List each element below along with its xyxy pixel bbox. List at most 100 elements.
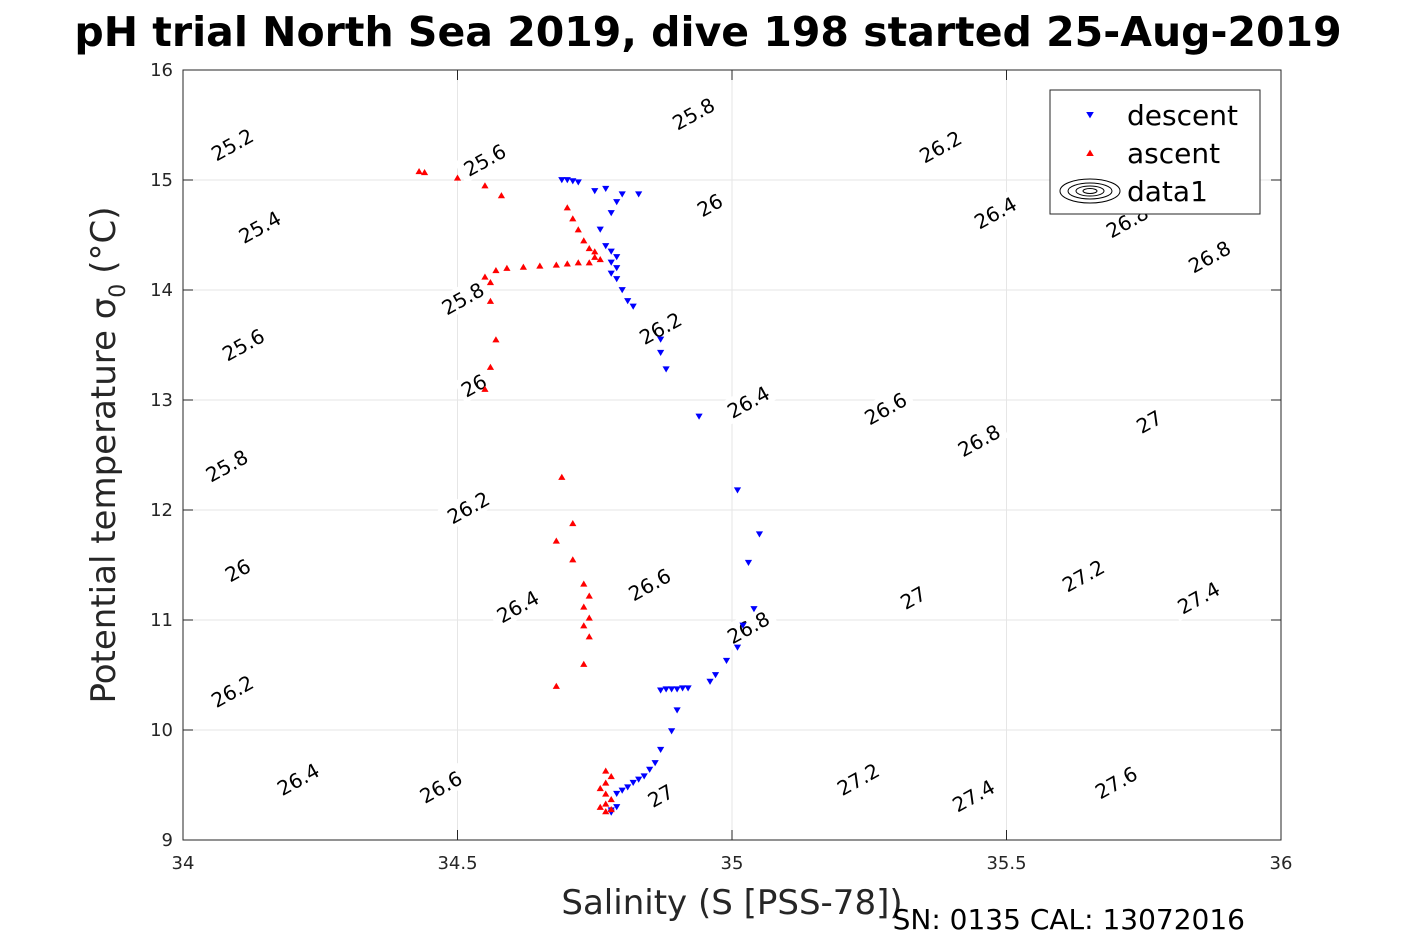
descent-point	[602, 243, 610, 250]
descent-point	[733, 487, 742, 494]
ascent-point	[607, 805, 615, 813]
descent-point	[607, 248, 615, 255]
ascent-point	[602, 767, 610, 774]
descent-point	[657, 687, 665, 694]
descent-point	[646, 766, 654, 773]
y-tick-label: 9	[162, 830, 173, 851]
descent-point	[569, 178, 577, 185]
contour-label: 26	[453, 366, 494, 404]
contour-label-background	[1167, 573, 1229, 622]
descent-point	[574, 179, 582, 186]
contour-label-background	[662, 89, 724, 138]
legend-descent-label: descent	[1127, 99, 1238, 132]
ascent-point	[569, 215, 577, 222]
contour-label-background	[827, 754, 889, 803]
descent-point	[722, 657, 731, 664]
x-tick-label: 34.5	[437, 853, 477, 874]
y-tick-label: 12	[150, 500, 173, 521]
ascent-point	[585, 592, 593, 599]
descent-point	[750, 606, 758, 613]
descent-point	[624, 298, 632, 305]
contour-label-background	[1128, 402, 1169, 440]
descent-point	[563, 177, 571, 184]
legend-contour-ring	[1067, 182, 1113, 200]
descent-point	[607, 259, 615, 266]
contour-label-background	[201, 119, 263, 168]
descent-point	[651, 760, 659, 767]
contour-label-background	[1052, 551, 1114, 600]
descent-point	[755, 531, 764, 538]
ascent-point	[596, 803, 604, 810]
descent-point	[657, 349, 665, 356]
ascent-point	[569, 556, 577, 563]
descent-point	[684, 685, 692, 692]
descent-point	[657, 336, 665, 343]
descent-point	[629, 779, 637, 787]
descent-point	[706, 678, 714, 685]
contour-label-background	[689, 186, 730, 223]
chart-title: pH trial North Sea 2019, dive 198 starte…	[74, 8, 1341, 56]
descent-point	[678, 685, 687, 692]
axis-ticks: 34 34.5 35 35.5 36 9 10 11 12 13 14 15 16	[150, 60, 1292, 874]
y-axis-label-unit: (°C)	[84, 206, 124, 273]
y-tick-label: 10	[150, 720, 173, 741]
descent-point	[668, 686, 676, 693]
descent-point	[613, 804, 621, 811]
ascent-point	[558, 473, 566, 480]
contour-label-background	[717, 377, 779, 426]
ascent-point	[552, 537, 560, 544]
contour-label-background	[196, 441, 257, 490]
contour-label-background	[453, 366, 494, 404]
descent-point	[624, 784, 632, 791]
footer-serial-calibration: SN: 0135 CAL: 13072016	[893, 903, 1245, 936]
ascent-point	[492, 336, 500, 343]
x-tick-label: 34	[172, 853, 195, 874]
ascent-point	[580, 237, 588, 244]
legend-contour-ring	[1075, 185, 1105, 197]
ascent-point	[536, 262, 544, 269]
contour-label-background	[854, 383, 916, 432]
descent-point	[607, 270, 615, 277]
contour-label-background	[1085, 757, 1147, 806]
contour-label-background	[640, 776, 680, 814]
ascent-point	[602, 808, 610, 815]
ascent-point	[580, 660, 588, 667]
descent-point	[613, 265, 621, 272]
ascent-point	[602, 790, 610, 797]
descent-point	[657, 746, 665, 754]
contour-label-background	[618, 559, 680, 608]
descent-point	[662, 686, 670, 693]
contour-label-background	[717, 602, 779, 651]
ascent-point	[580, 622, 588, 629]
data-points	[415, 167, 764, 816]
legend: descent ascent data1	[1049, 89, 1261, 215]
contour-label-background	[212, 320, 274, 369]
ascent-point	[415, 167, 423, 175]
contour-label-background	[1178, 232, 1240, 281]
legend-contour-swatch	[1059, 178, 1121, 204]
contour-label-background	[942, 771, 1004, 820]
ascent-point	[607, 796, 615, 803]
ascent-point	[481, 273, 489, 280]
descent-point	[733, 644, 742, 651]
descent-point	[618, 287, 626, 294]
contour-label-background	[892, 578, 933, 616]
legend-ascent-label: ascent	[1127, 137, 1220, 170]
ascent-point	[580, 603, 588, 610]
ascent-point	[607, 772, 615, 780]
ascent-point	[552, 261, 560, 268]
descent-point	[744, 559, 753, 567]
ascent-point	[519, 263, 527, 270]
legend-data1-label: data1	[1127, 175, 1208, 208]
descent-point	[635, 191, 643, 198]
ascent-point	[481, 182, 489, 189]
contour-label-background	[487, 581, 548, 630]
ascent-point	[492, 266, 500, 274]
legend-descent-marker	[1086, 111, 1094, 119]
descent-point	[673, 686, 681, 693]
y-axis-label-subscript: 0	[106, 284, 131, 298]
y-axis-label-main: Potential temperature σ	[84, 298, 124, 704]
ascent-point	[602, 779, 610, 786]
descent-point	[558, 177, 566, 184]
